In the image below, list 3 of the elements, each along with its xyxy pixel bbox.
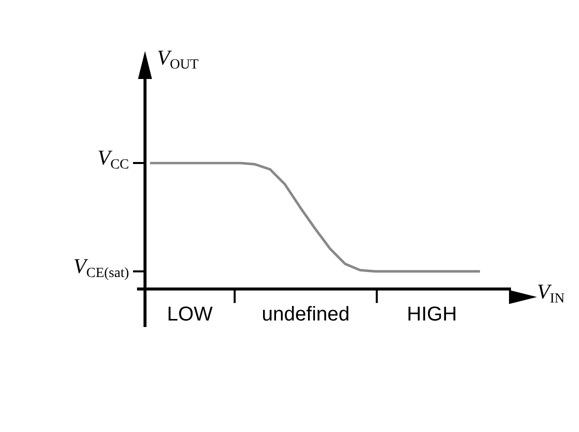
text: LOW	[167, 304, 213, 326]
text: HIGH	[406, 304, 457, 326]
text: undefined	[262, 304, 350, 326]
